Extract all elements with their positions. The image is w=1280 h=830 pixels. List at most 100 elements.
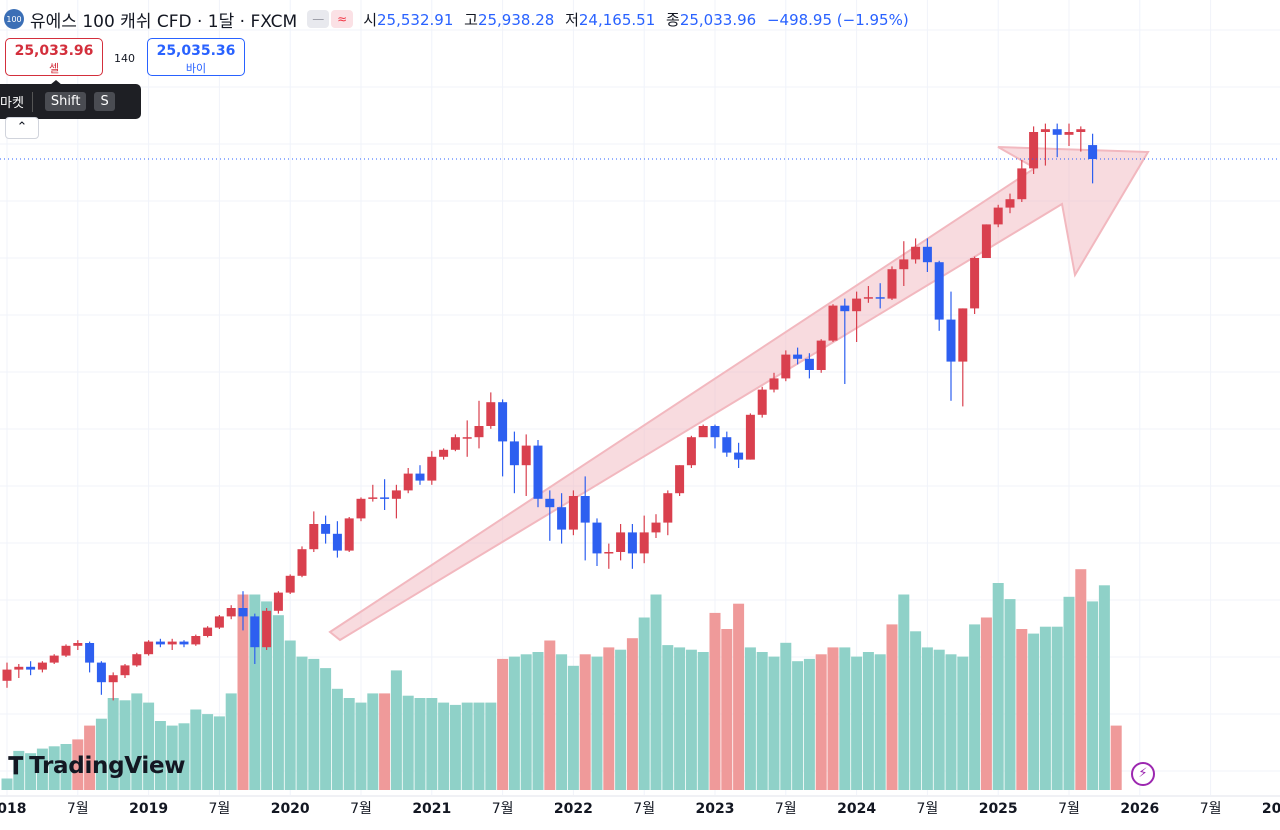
display-toggle[interactable]: — ≈ bbox=[307, 10, 354, 28]
volume-bar bbox=[249, 594, 261, 790]
volume-bar bbox=[178, 723, 190, 790]
volume-bar bbox=[202, 714, 214, 790]
candle-body bbox=[61, 645, 71, 656]
candle-body bbox=[486, 402, 496, 426]
candle-body bbox=[1017, 168, 1027, 200]
volume-bar bbox=[1051, 626, 1063, 790]
candle-body bbox=[226, 608, 236, 617]
volume-bar bbox=[697, 652, 709, 790]
volume-bar bbox=[473, 702, 485, 790]
tooltip-divider bbox=[31, 91, 33, 112]
candle-body bbox=[285, 575, 295, 593]
minus-icon[interactable]: — bbox=[307, 10, 330, 28]
time-axis-label: 7월 bbox=[1058, 801, 1080, 817]
volume-bar bbox=[626, 638, 638, 790]
high-value: 25,938.28 bbox=[477, 10, 555, 29]
candle-body bbox=[474, 426, 484, 438]
spread-value: 140 bbox=[114, 52, 135, 65]
volume-bar bbox=[190, 709, 202, 790]
volume-bar bbox=[166, 725, 178, 790]
volume-bar bbox=[1028, 633, 1040, 790]
volume-bar bbox=[591, 656, 603, 790]
candle-body bbox=[144, 641, 154, 655]
volume-bar bbox=[1004, 599, 1016, 790]
candlesticks bbox=[2, 123, 1098, 701]
volume-bar bbox=[213, 716, 225, 790]
candle-body bbox=[1076, 129, 1086, 132]
volume-bar bbox=[1, 778, 13, 790]
candle-body bbox=[380, 497, 390, 499]
candle-body bbox=[840, 305, 850, 312]
time-axis-label: 2024 bbox=[837, 801, 876, 817]
candle-body bbox=[73, 643, 83, 646]
candle-body bbox=[1088, 145, 1098, 160]
volume-bar bbox=[862, 652, 874, 790]
change-value: −498.95 (−1.95%) bbox=[766, 10, 909, 29]
candle-body bbox=[132, 654, 142, 666]
approx-icon[interactable]: ≈ bbox=[331, 10, 354, 28]
candle-body bbox=[37, 662, 47, 670]
volume-bar bbox=[792, 661, 804, 790]
time-axis-label: 7월 bbox=[917, 801, 939, 817]
volume-bar bbox=[426, 698, 438, 790]
volume-bar bbox=[851, 656, 863, 790]
candle-body bbox=[403, 473, 413, 491]
flash-icon[interactable]: ⚡ bbox=[1131, 762, 1155, 786]
candle-body bbox=[203, 627, 213, 636]
candle-body bbox=[557, 507, 567, 530]
volume-bar bbox=[497, 658, 509, 790]
symbol-title[interactable]: 유에스 100 캐쉬 CFD · 1달 · FXCM bbox=[30, 11, 298, 32]
volume-bar bbox=[320, 668, 332, 790]
candle-body bbox=[639, 532, 649, 554]
volume-bar bbox=[579, 654, 591, 790]
sell-button[interactable]: 25,033.96 셀 bbox=[5, 38, 103, 76]
volume-bar bbox=[674, 647, 686, 790]
candle-body bbox=[427, 456, 437, 481]
volume-bar bbox=[131, 693, 143, 790]
volume-bar bbox=[992, 583, 1004, 790]
candle-body bbox=[521, 445, 531, 466]
time-axis-label: 2020 bbox=[271, 801, 310, 817]
volume-bar bbox=[980, 617, 992, 790]
volume-bar bbox=[744, 647, 756, 790]
tooltip-text: 마켓 bbox=[0, 96, 24, 111]
close-label: 종 bbox=[666, 10, 680, 29]
volume-bar bbox=[308, 658, 320, 790]
candle-body bbox=[745, 414, 755, 460]
volume-bar bbox=[84, 725, 96, 790]
volume-bar bbox=[261, 601, 273, 790]
volume-bar bbox=[237, 594, 249, 790]
low-label: 저 bbox=[565, 10, 579, 29]
close-value: 25,033.96 bbox=[679, 10, 757, 29]
tooltip-pointer bbox=[50, 80, 62, 85]
volume-bar bbox=[25, 753, 37, 790]
volume-bar bbox=[768, 656, 780, 790]
volume-bar bbox=[910, 631, 922, 790]
buy-label: 바이 bbox=[185, 62, 207, 75]
candle-body bbox=[391, 490, 401, 499]
chevron-up-icon[interactable]: ⌃ bbox=[5, 117, 39, 139]
candle-body bbox=[321, 524, 331, 534]
time-axis-label: 2025 bbox=[979, 801, 1018, 817]
candle-body bbox=[297, 549, 307, 576]
volume-bar bbox=[1098, 585, 1110, 790]
volume-bar bbox=[95, 718, 107, 790]
time-axis-label: 7월 bbox=[1200, 801, 1222, 817]
buy-button[interactable]: 25,035.36 바이 bbox=[147, 38, 245, 76]
candle-body bbox=[96, 662, 106, 683]
volume-bar bbox=[567, 665, 579, 790]
time-axis-label: 7월 bbox=[633, 801, 655, 817]
symbol-badge[interactable]: 100 bbox=[4, 9, 24, 29]
shortcut-tooltip: 마켓 Shift S bbox=[0, 84, 141, 119]
volume-bar bbox=[1063, 596, 1075, 790]
volume-bar bbox=[225, 693, 237, 790]
candle-body bbox=[828, 305, 838, 341]
candle-body bbox=[262, 610, 272, 648]
candle-body bbox=[568, 496, 578, 530]
time-axis-label: 7월 bbox=[492, 801, 514, 817]
volume-bar bbox=[449, 704, 461, 790]
candle-body bbox=[793, 354, 803, 359]
candle-body bbox=[592, 522, 602, 554]
tradingview-logo[interactable]: 𝐓 TradingView bbox=[8, 752, 186, 780]
